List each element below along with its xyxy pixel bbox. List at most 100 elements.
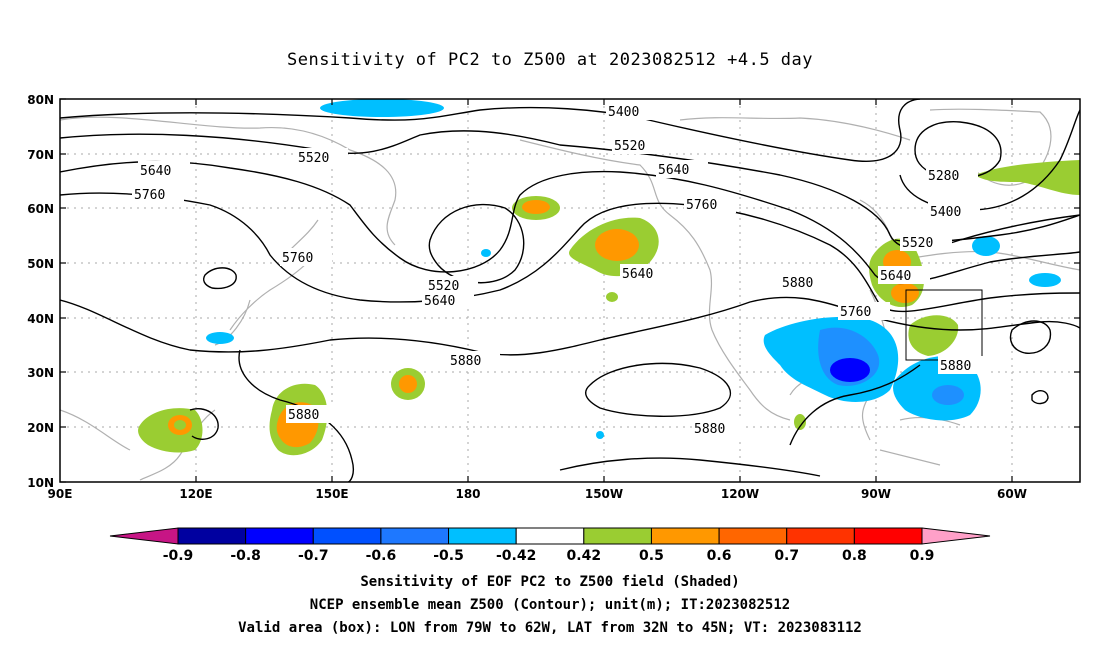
contour-5880-gulf	[789, 364, 921, 446]
shaded-sensitivity	[138, 99, 1080, 456]
colorbar-box	[245, 527, 314, 545]
colorbar-tick-label: -0.8	[230, 548, 261, 564]
lon-tick-label: 120E	[179, 487, 212, 501]
shade-negative	[830, 358, 870, 382]
colorbar-box	[177, 527, 247, 545]
contour-label: 5640	[880, 269, 911, 284]
contour-label: 5520	[614, 139, 645, 154]
shade-positive	[595, 229, 639, 261]
contour-label: 5760	[134, 188, 165, 203]
lat-axis: 80N 70N 60N 50N 40N 30N 20N 10N	[27, 93, 54, 490]
caption-valid-area: Valid area (box): LON from 79W to 62W, L…	[238, 620, 862, 636]
tick-marks	[60, 98, 1080, 483]
colorbar-arrow-high	[921, 527, 991, 545]
coast-greenland	[929, 108, 1052, 186]
lon-tick-label: 150W	[585, 487, 623, 501]
shade-negative	[320, 99, 444, 117]
contour-label: 5520	[298, 151, 329, 166]
lat-tick-label: 70N	[27, 148, 54, 162]
lon-tick-label: 90E	[48, 487, 73, 501]
colorbar-arrow-low	[109, 527, 179, 545]
colorbar-box	[515, 527, 585, 545]
colorbar-box	[650, 527, 720, 545]
contour-label: 5760	[686, 198, 717, 213]
colorbar-tick-label: -0.6	[366, 548, 397, 564]
colorbar-tick-label: 0.9	[910, 548, 935, 564]
contour-label: 5280	[928, 169, 959, 184]
plot-frame	[59, 98, 1081, 483]
lon-tick-label: 180	[455, 487, 480, 501]
contour-label: 5520	[902, 236, 933, 251]
contour-label: 5880	[782, 276, 813, 291]
shade-positive	[522, 200, 550, 214]
colorbar-tick-label: -0.9	[163, 548, 194, 564]
lat-tick-label: 10N	[27, 476, 54, 490]
contour-5880-sw	[189, 408, 219, 440]
shade-positive	[975, 160, 1080, 195]
colorbar-tick-label: -0.42	[496, 548, 536, 564]
colorbar-box	[718, 527, 788, 545]
colorbar-tick-label: 0.6	[707, 548, 732, 564]
colorbar-tick-label: 0.8	[842, 548, 867, 564]
shade-negative	[206, 332, 234, 344]
colorbar-box	[380, 527, 450, 545]
colorbar-box	[448, 527, 517, 545]
colorbar-tick-label: -0.7	[298, 548, 329, 564]
shade-positive	[794, 414, 806, 430]
colorbar-tick-label: -0.5	[433, 548, 464, 564]
colorbar-box	[786, 527, 855, 545]
shade-positive	[891, 283, 919, 303]
shade-negative	[596, 431, 604, 439]
coast-alaska	[519, 139, 791, 421]
contour-label-group: 5400 5520 5520 5640 5640 5760 5760 5760 …	[132, 102, 990, 437]
contour-label: 5640	[658, 163, 689, 178]
contour-label: 5760	[840, 305, 871, 320]
coast-korea-japan	[229, 219, 319, 331]
contour-inner-5520	[428, 203, 525, 284]
contour-ring-small-atl	[1031, 390, 1049, 405]
shade-negative	[972, 236, 1000, 256]
colorbar: -0.9 -0.8 -0.7 -0.6 -0.5 -0.42 0.42 0.5 0.6 0.7 0.…	[109, 527, 991, 564]
lon-axis: 90E 120E 150E 180 150W 120W 90W 60W	[48, 487, 1027, 501]
lat-tick-label: 60N	[27, 202, 54, 216]
shade-positive	[908, 315, 959, 356]
colorbar-tick-label: 0.5	[639, 548, 664, 564]
colorbar-tick-label: 0.42	[567, 548, 602, 564]
contour-label: 5400	[930, 205, 961, 220]
contour-5520-north	[60, 130, 1080, 250]
lat-tick-label: 30N	[27, 366, 54, 380]
colorbar-box	[583, 527, 652, 545]
contour-label: 5640	[424, 294, 455, 309]
map-title: Sensitivity of PC2 to Z500 at 2023082512…	[286, 50, 813, 70]
lat-tick-label: 80N	[27, 93, 54, 107]
contour-small-ring	[203, 267, 237, 290]
colorbar-tick-label: 0.7	[774, 548, 799, 564]
contour-5400-east	[899, 109, 1080, 211]
colorbar-box	[312, 527, 382, 545]
contour-label: 5520	[428, 279, 459, 294]
lon-tick-label: 120W	[721, 487, 759, 501]
shade-positive	[174, 420, 186, 430]
contour-label: 5640	[140, 164, 171, 179]
lat-tick-label: 20N	[27, 421, 54, 435]
contour-label: 5400	[608, 105, 639, 120]
lat-tick-label: 50N	[27, 257, 54, 271]
shade-negative	[932, 385, 964, 405]
shade-negative	[1029, 273, 1061, 287]
lon-tick-label: 60W	[997, 487, 1027, 501]
contour-5880-loop	[584, 362, 732, 417]
caption-shaded: Sensitivity of EOF PC2 to Z500 field (Sh…	[360, 574, 740, 590]
colorbar-box	[853, 527, 923, 545]
contour-ring-east	[1009, 320, 1052, 354]
shade-positive	[606, 292, 618, 302]
contour-label: 5880	[694, 422, 725, 437]
lon-tick-label: 150E	[315, 487, 348, 501]
coast-caribbean	[879, 416, 961, 466]
contour-label: 5880	[940, 359, 971, 374]
shade-negative	[481, 249, 491, 257]
contour-label: 5760	[282, 251, 313, 266]
contour-label: 5640	[622, 267, 653, 282]
contour-label: 5880	[450, 354, 481, 369]
caption-contour: NCEP ensemble mean Z500 (Contour); unit(…	[309, 597, 791, 613]
